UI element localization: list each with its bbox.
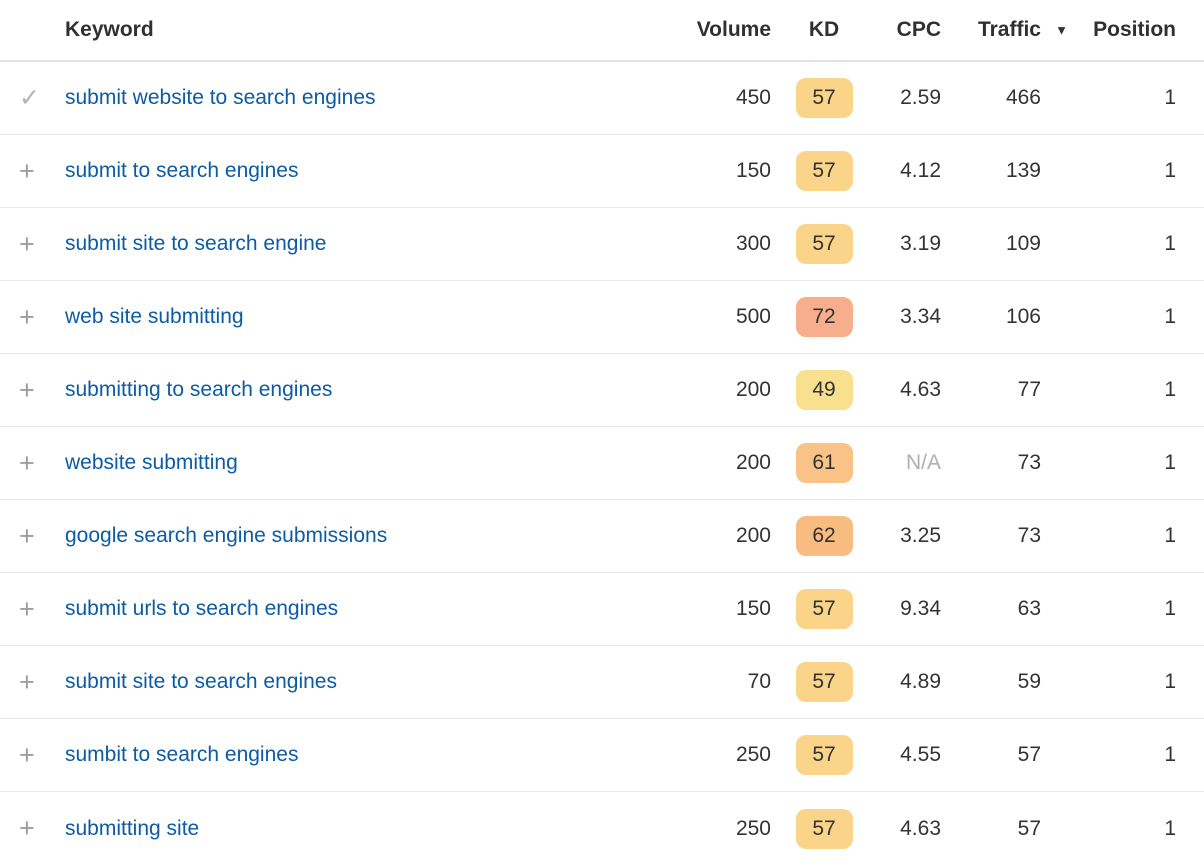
table-row: + sumbit to search engines 250 57 4.55 5… (0, 719, 1204, 792)
keyword-link[interactable]: web site submitting (65, 305, 244, 328)
traffic-value: 59 (1017, 670, 1041, 693)
sort-desc-icon: ▼ (1055, 22, 1068, 38)
keyword-link[interactable]: submit website to search engines (65, 86, 376, 109)
table-row: + submit site to search engines 70 57 4.… (0, 646, 1204, 719)
traffic-value: 63 (1017, 597, 1041, 620)
cpc-value: 3.25 (900, 524, 941, 547)
volume-value: 200 (735, 378, 771, 401)
volume-value: 450 (735, 86, 771, 109)
kd-badge: 57 (795, 662, 853, 702)
keyword-link[interactable]: submitting site (65, 816, 200, 840)
volume-value: 250 (735, 743, 771, 766)
table-row: + submitting to search engines 200 49 4.… (0, 354, 1204, 427)
table-row: + submitting site 250 57 4.63 57 1 (0, 792, 1204, 865)
traffic-value: 73 (1017, 524, 1041, 547)
check-icon[interactable]: ✓ (19, 83, 40, 112)
column-header-traffic-label: Traffic (977, 18, 1041, 41)
traffic-value: 57 (1017, 743, 1041, 766)
cpc-value: 4.63 (900, 378, 941, 401)
column-header-traffic[interactable]: Traffic ▼ (941, 18, 1068, 42)
traffic-value: 466 (1005, 86, 1041, 109)
position-value: 1 (1164, 232, 1176, 255)
plus-icon[interactable]: + (19, 739, 35, 770)
table-row: ✓ submit website to search engines 450 5… (0, 62, 1204, 135)
kd-badge: 57 (795, 224, 853, 264)
plus-icon[interactable]: + (19, 447, 35, 478)
plus-icon[interactable]: + (19, 155, 35, 186)
cpc-value: 4.63 (900, 816, 941, 840)
position-value: 1 (1164, 816, 1176, 840)
traffic-value: 106 (1005, 305, 1041, 328)
volume-value: 70 (747, 670, 771, 693)
kd-badge: 57 (795, 78, 853, 118)
cpc-value: 9.34 (900, 597, 941, 620)
keyword-link[interactable]: submitting to search engines (65, 378, 333, 401)
traffic-value: 57 (1017, 816, 1041, 840)
volume-value: 200 (735, 451, 771, 474)
keyword-table-body: ✓ submit website to search engines 450 5… (0, 62, 1204, 865)
plus-icon[interactable]: + (19, 813, 35, 843)
table-row: + submit urls to search engines 150 57 9… (0, 573, 1204, 646)
plus-icon[interactable]: + (19, 374, 35, 405)
column-header-position[interactable]: Position (1093, 18, 1176, 41)
plus-icon[interactable]: + (19, 520, 35, 551)
plus-icon[interactable]: + (19, 666, 35, 697)
cpc-value: N/A (905, 451, 941, 474)
table-row: + google search engine submissions 200 6… (0, 500, 1204, 573)
keyword-link[interactable]: submit urls to search engines (65, 597, 339, 620)
position-value: 1 (1164, 743, 1176, 766)
position-value: 1 (1164, 597, 1176, 620)
kd-badge: 57 (795, 589, 853, 629)
kd-badge: 57 (795, 735, 853, 775)
kd-badge: 62 (795, 516, 853, 556)
plus-icon[interactable]: + (19, 593, 35, 624)
column-header-kd[interactable]: KD (808, 18, 840, 41)
table-row: + website submitting 200 61 N/A 73 1 (0, 427, 1204, 500)
cpc-value: 4.55 (900, 743, 941, 766)
kd-badge: 49 (795, 370, 853, 410)
cpc-value: 3.19 (900, 232, 941, 255)
cpc-value: 4.12 (900, 159, 941, 182)
kd-badge: 57 (795, 808, 853, 849)
position-value: 1 (1164, 670, 1176, 693)
table-row: + submit site to search engine 300 57 3.… (0, 208, 1204, 281)
position-value: 1 (1164, 524, 1176, 547)
cpc-value: 4.89 (900, 670, 941, 693)
position-value: 1 (1164, 378, 1176, 401)
traffic-value: 139 (1005, 159, 1041, 182)
position-value: 1 (1164, 305, 1176, 328)
column-header-volume[interactable]: Volume (696, 18, 771, 41)
table-row: + web site submitting 500 72 3.34 106 1 (0, 281, 1204, 354)
kd-badge: 57 (795, 151, 853, 191)
traffic-value: 73 (1017, 451, 1041, 474)
volume-value: 300 (735, 232, 771, 255)
keyword-link[interactable]: google search engine submissions (65, 524, 388, 547)
position-value: 1 (1164, 86, 1176, 109)
position-value: 1 (1164, 159, 1176, 182)
cpc-value: 3.34 (900, 305, 941, 328)
keyword-link[interactable]: website submitting (65, 451, 238, 474)
volume-value: 200 (735, 524, 771, 547)
volume-value: 250 (735, 816, 771, 840)
kd-badge: 61 (795, 443, 853, 483)
volume-value: 500 (735, 305, 771, 328)
traffic-value: 77 (1017, 378, 1041, 401)
keyword-link[interactable]: submit site to search engines (65, 670, 337, 693)
table-row: + submit to search engines 150 57 4.12 1… (0, 135, 1204, 208)
keyword-link[interactable]: submit site to search engine (65, 232, 327, 255)
table-header: Keyword Volume KD CPC Traffic ▼ Position (0, 0, 1204, 62)
plus-icon[interactable]: + (19, 228, 35, 259)
keyword-link[interactable]: submit to search engines (65, 159, 299, 182)
column-header-cpc[interactable]: CPC (896, 18, 941, 41)
plus-icon[interactable]: + (19, 301, 35, 332)
cpc-value: 2.59 (900, 86, 941, 109)
keyword-link[interactable]: sumbit to search engines (65, 743, 299, 766)
volume-value: 150 (735, 159, 771, 182)
position-value: 1 (1164, 451, 1176, 474)
volume-value: 150 (735, 597, 771, 620)
column-header-keyword[interactable]: Keyword (65, 18, 154, 41)
kd-badge: 72 (795, 297, 853, 337)
traffic-value: 109 (1005, 232, 1041, 255)
